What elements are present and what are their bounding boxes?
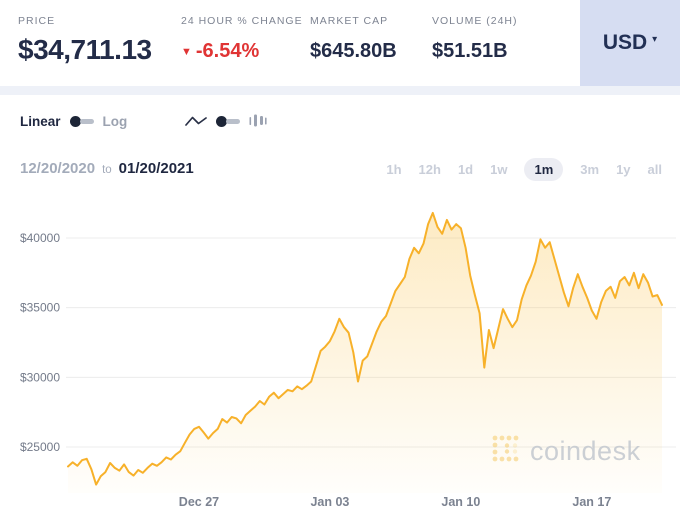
range-button-1h[interactable]: 1h [386, 162, 402, 177]
log-scale-option[interactable]: Log [102, 113, 128, 129]
chart-controls: Linear Log [20, 113, 267, 129]
y-axis-label: $35000 [20, 301, 60, 315]
watermark-text: coindesk [530, 436, 641, 466]
y-axis-label: $25000 [20, 440, 60, 454]
x-axis-label: Dec 27 [179, 495, 219, 509]
volume-stat: VOLUME (24H) $51.51B [432, 15, 518, 63]
range-button-3m[interactable]: 3m [580, 162, 600, 177]
change-value: ▼ -6.54% [181, 40, 303, 63]
market-cap-label: MARKET CAP [310, 15, 389, 27]
range-button-1w[interactable]: 1w [490, 162, 508, 177]
price-label: PRICE [18, 15, 56, 27]
currency-selector[interactable]: USD ▾ [580, 0, 680, 86]
change-stat: 24 HOUR % CHANGE ▼ -6.54% [181, 15, 303, 63]
scale-toggle: Linear Log [20, 114, 127, 129]
x-axis-label: Jan 10 [441, 495, 480, 509]
y-axis-label: $40000 [20, 231, 60, 245]
x-axis-label: Jan 03 [310, 495, 349, 509]
volume-label: VOLUME (24H) [432, 15, 518, 27]
coindesk-watermark: coindesk [492, 435, 641, 466]
candlestick-icon[interactable] [249, 113, 267, 129]
price-line [67, 211, 663, 486]
price-value: $34,711.13 [18, 34, 152, 65]
range-button-1m[interactable]: 1m [524, 158, 564, 181]
coindesk-logo-icon [492, 435, 519, 462]
currency-label: USD [602, 31, 648, 54]
chart-type-toggle [185, 113, 267, 129]
market-cap-stat: MARKET CAP $645.80B [310, 15, 397, 63]
toggle-knob [216, 115, 228, 127]
market-cap-value: $645.80B [310, 40, 397, 62]
price-stat: PRICE $34,711.13 [18, 15, 152, 66]
chevron-down-icon: ▾ [652, 33, 658, 45]
change-percent: -6.54% [195, 40, 260, 62]
x-axis-label: Jan 17 [572, 495, 611, 509]
toggle-track [226, 118, 241, 124]
date-range: 12/20/2020 to 01/20/2021 [20, 160, 194, 177]
end-date-field[interactable]: 01/20/2021 [118, 160, 194, 177]
volume-value: $51.51B [432, 40, 508, 62]
range-buttons: 1h 12h 1d 1w 1m 3m 1y all [386, 158, 662, 181]
down-arrow-icon: ▼ [181, 46, 192, 58]
chart-type-switch[interactable] [216, 115, 241, 127]
range-button-1y[interactable]: 1y [616, 162, 631, 177]
y-axis-label: $30000 [20, 370, 60, 384]
toggle-track [79, 118, 94, 124]
linear-scale-option[interactable]: Linear [20, 113, 61, 129]
price-chart[interactable]: $25000 $30000 $35000 $40000 Dec 27 Jan 03 Jan … [0, 193, 680, 523]
range-button-all[interactable]: all [647, 162, 662, 177]
chart-layers: $25000 $30000 $35000 $40000 Dec 27 Jan 03 Jan … [20, 211, 676, 509]
header-divider [0, 86, 680, 95]
price-area-fill [68, 212, 662, 493]
scale-toggle-switch[interactable] [69, 115, 94, 127]
line-chart-icon[interactable] [185, 114, 208, 129]
toggle-knob [69, 115, 81, 127]
range-button-12h[interactable]: 12h [418, 162, 441, 177]
change-label: 24 HOUR % CHANGE [181, 15, 303, 27]
start-date-field[interactable]: 12/20/2020 [20, 160, 96, 177]
range-button-1d[interactable]: 1d [457, 162, 474, 177]
date-range-separator: to [102, 164, 112, 176]
